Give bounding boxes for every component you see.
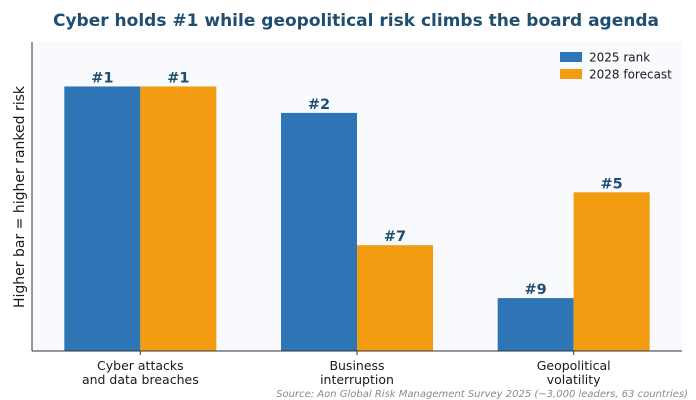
data-label-2025-1: #2 bbox=[308, 97, 330, 113]
bar-2028-2 bbox=[573, 192, 650, 351]
data-label-2025-2: #9 bbox=[525, 282, 547, 298]
legend-label-2025: 2025 rank bbox=[589, 51, 650, 65]
data-label-2028-2: #5 bbox=[601, 176, 623, 192]
legend-swatch-2028 bbox=[560, 69, 582, 79]
legend-label-2028: 2028 forecast bbox=[589, 68, 672, 82]
bars-group bbox=[64, 86, 650, 352]
legend: 2025 rank 2028 forecast bbox=[560, 51, 672, 82]
bar-2025-0 bbox=[64, 86, 141, 352]
bar-2028-0 bbox=[140, 86, 217, 352]
data-labels-group: #1 #1 #2 #7 #9 #5 bbox=[91, 70, 623, 298]
x-tick-label-2: Geopolitical volatility bbox=[537, 358, 611, 387]
data-label-2025-0: #1 bbox=[91, 70, 113, 86]
x-tick-label-0: Cyber attacks and data breaches bbox=[82, 358, 199, 387]
bar-2025-1 bbox=[281, 112, 357, 351]
chart-title: Cyber holds #1 while geopolitical risk c… bbox=[53, 11, 659, 31]
x-tick-label-1: Business interruption bbox=[320, 358, 394, 387]
legend-swatch-2025 bbox=[560, 52, 582, 62]
x-ticks-group: Cyber attacks and data breaches Business in… bbox=[82, 351, 611, 387]
data-label-2028-1: #7 bbox=[384, 229, 406, 245]
source-note: Source: Aon Global Risk Management Surve… bbox=[276, 389, 688, 400]
bar-2025-2 bbox=[497, 298, 574, 351]
y-axis-label: Higher bar = higher ranked risk bbox=[12, 85, 28, 308]
data-label-2028-0: #1 bbox=[167, 70, 189, 86]
bar-2028-1 bbox=[357, 245, 433, 351]
